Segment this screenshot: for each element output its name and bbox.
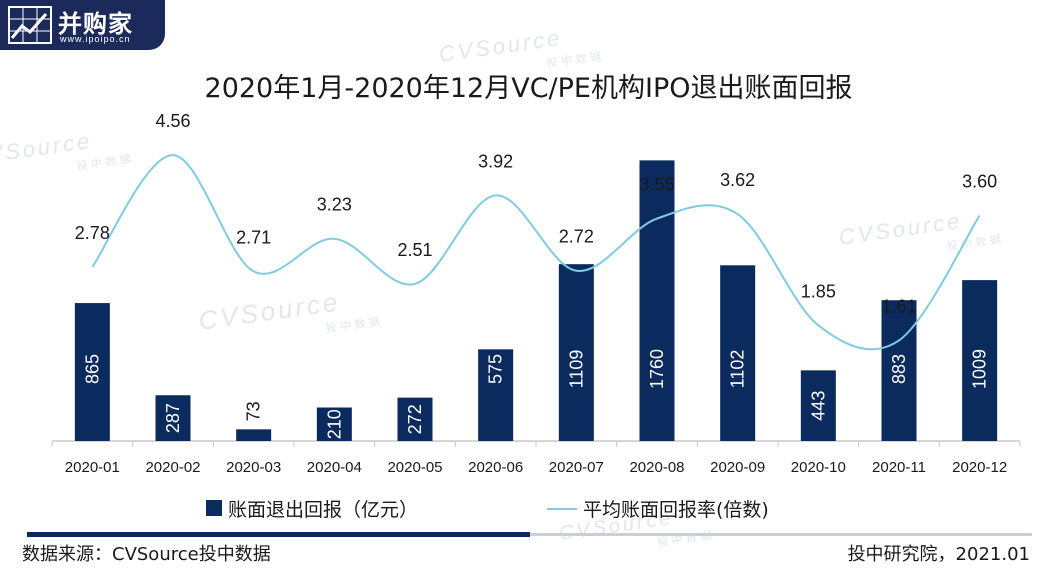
line-value-label: 1.85 <box>801 281 836 301</box>
logo-url: www.ipoipo.cn <box>60 34 131 44</box>
x-tick-label: 2020-09 <box>710 459 765 476</box>
watermark-text: CVSource <box>837 208 964 250</box>
watermark-subtext: 投 中 数 据 <box>656 528 712 549</box>
legend-bar-swatch <box>206 500 222 516</box>
bar <box>720 265 756 441</box>
line-value-label: 2.78 <box>75 223 110 243</box>
x-tick-label: 2020-12 <box>952 459 1007 476</box>
legend-line-swatch <box>547 508 577 510</box>
bar <box>397 397 433 441</box>
line-value-label: 3.62 <box>720 170 755 190</box>
x-tick-label: 2020-05 <box>387 459 442 476</box>
bar <box>639 160 675 441</box>
chart-logo-icon <box>8 6 52 44</box>
watermark-text: CVSource <box>437 25 564 67</box>
credit-note: 投中研究院，2021.01 <box>847 544 1030 565</box>
bar-value-label: 1109 <box>566 350 586 389</box>
legend-bar-label: 账面退出回报（亿元） <box>228 499 419 521</box>
footer-rule-light <box>530 533 1032 536</box>
bar <box>478 349 514 441</box>
x-tick-label: 2020-03 <box>226 459 281 476</box>
x-tick-label: 2020-01 <box>65 459 120 476</box>
logo-brand: 并购家 <box>58 10 133 38</box>
bar-value-label: 865 <box>82 354 102 384</box>
line-value-label: 4.56 <box>155 111 190 131</box>
bar-value-label: 210 <box>324 409 344 439</box>
x-tick-label: 2020-11 <box>872 459 926 476</box>
bar <box>155 395 191 441</box>
bar-value-label: 443 <box>808 391 828 421</box>
bar <box>881 300 917 441</box>
bar-value-label: 287 <box>163 403 183 433</box>
watermark-subtext: 投 中 数 据 <box>946 232 1002 253</box>
bar <box>316 407 352 441</box>
bar-value-label: 1760 <box>647 349 667 389</box>
watermark-text: CVSource <box>197 286 342 336</box>
x-tick-label: 2020-02 <box>145 459 200 476</box>
line-value-label: 3.23 <box>317 195 352 215</box>
footer-rule-dark <box>27 532 530 537</box>
x-tick-label: 2020-07 <box>549 459 604 476</box>
line-value-label: 1.61 <box>881 296 916 316</box>
legend-line-label: 平均账面回报率(倍数) <box>583 499 769 521</box>
bar-value-label: 883 <box>889 354 909 384</box>
chart-title: 2020年1月-2020年12月VC/PE机构IPO退出账面回报 <box>204 73 853 104</box>
x-tick-label: 2020-06 <box>468 459 523 476</box>
line-value-label: 3.60 <box>962 171 997 191</box>
bar-value-label: 575 <box>486 354 506 384</box>
line-value-label: 2.71 <box>236 227 271 247</box>
bar <box>236 429 272 441</box>
bar-value-label: 1102 <box>728 350 748 389</box>
source-note: 数据来源：CVSource投中数据 <box>22 544 271 565</box>
bar <box>74 303 110 441</box>
x-tick-label: 2020-08 <box>629 459 684 476</box>
watermark-subtext: 投 中 数 据 <box>76 152 132 173</box>
line-value-label: 3.92 <box>478 151 513 171</box>
bar-value-label: 1009 <box>970 349 990 389</box>
watermark-subtext: 投 中 数 据 <box>546 49 602 70</box>
line-value-label: 3.55 <box>639 175 674 195</box>
bar-value-label: 73 <box>244 401 264 421</box>
x-tick-label: 2020-04 <box>307 459 362 476</box>
bar <box>558 264 594 441</box>
bar-value-label: 272 <box>405 404 425 434</box>
logo: 并购家 www.ipoipo.cn <box>0 0 165 50</box>
line-value-label: 2.72 <box>559 227 594 247</box>
line-series <box>91 154 981 351</box>
bar <box>962 280 998 441</box>
line-value-label: 2.51 <box>397 240 432 260</box>
x-tick-label: 2020-10 <box>791 459 846 476</box>
bar <box>800 370 836 441</box>
